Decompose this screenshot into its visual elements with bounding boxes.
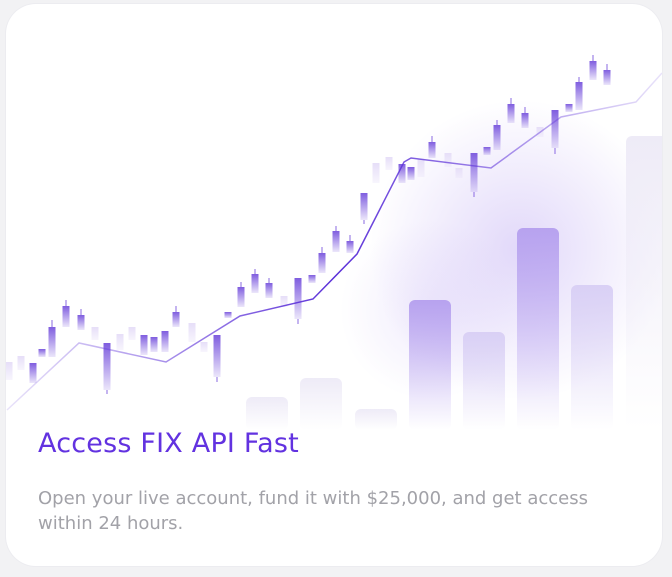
- candlestick: [294, 278, 302, 324]
- bar: [517, 228, 559, 430]
- candlestick: [38, 349, 46, 357]
- card-description: Open your live account, fund it with $25…: [38, 488, 588, 534]
- candlestick: [308, 275, 316, 283]
- candlestick: [91, 327, 99, 340]
- candlestick: [360, 193, 368, 224]
- bar: [355, 409, 397, 430]
- candlestick: [575, 77, 583, 110]
- candlestick: [116, 334, 124, 350]
- candlestick: [521, 107, 529, 128]
- candlestick: [444, 153, 452, 167]
- candlestick: [407, 167, 415, 180]
- candlestick: [6, 362, 13, 380]
- candlestick: [551, 110, 559, 154]
- candlestick: [251, 269, 259, 293]
- candlestick: [140, 335, 148, 355]
- candlestick: [150, 337, 158, 352]
- candlestick: [188, 323, 196, 342]
- candlestick: [48, 320, 56, 357]
- candlestick: [346, 235, 354, 253]
- candlestick: [128, 327, 136, 340]
- candlestick: [224, 312, 232, 318]
- candlestick: [565, 104, 573, 112]
- candlestick: [17, 356, 25, 370]
- candlestick: [507, 98, 515, 123]
- candlestick: [29, 363, 37, 383]
- candlestick: [318, 247, 326, 273]
- candlestick: [483, 147, 491, 155]
- candlestick: [493, 120, 501, 150]
- candlestick: [280, 296, 288, 307]
- bar: [409, 300, 451, 430]
- candlestick: [455, 168, 463, 178]
- candlestick: [62, 300, 70, 327]
- card-title: Access FIX API Fast: [38, 428, 299, 459]
- bar: [571, 285, 613, 430]
- candlestick: [161, 331, 169, 352]
- candlestick: [213, 335, 221, 382]
- candlestick: [265, 278, 273, 298]
- bar: [626, 136, 662, 430]
- candlestick: [417, 159, 425, 177]
- trend-line: [6, 72, 662, 411]
- candlestick: [77, 309, 85, 330]
- candlestick: [398, 164, 406, 183]
- candlestick: [332, 226, 340, 252]
- candlestick: [237, 282, 245, 307]
- bar: [246, 397, 288, 430]
- candlestick: [372, 163, 380, 183]
- candlestick: [603, 64, 611, 85]
- bar: [300, 378, 342, 430]
- candlestick: [589, 55, 597, 80]
- candlestick: [172, 306, 180, 327]
- candlestick-illustration: [6, 55, 662, 430]
- candlestick: [385, 157, 393, 170]
- candlestick: [428, 136, 436, 158]
- candlestick: [470, 153, 478, 197]
- candlestick: [103, 343, 111, 394]
- bar: [463, 332, 505, 430]
- fix-api-promo-card[interactable]: Access FIX API Fast Open your live accou…: [6, 4, 662, 566]
- candlestick: [200, 342, 208, 352]
